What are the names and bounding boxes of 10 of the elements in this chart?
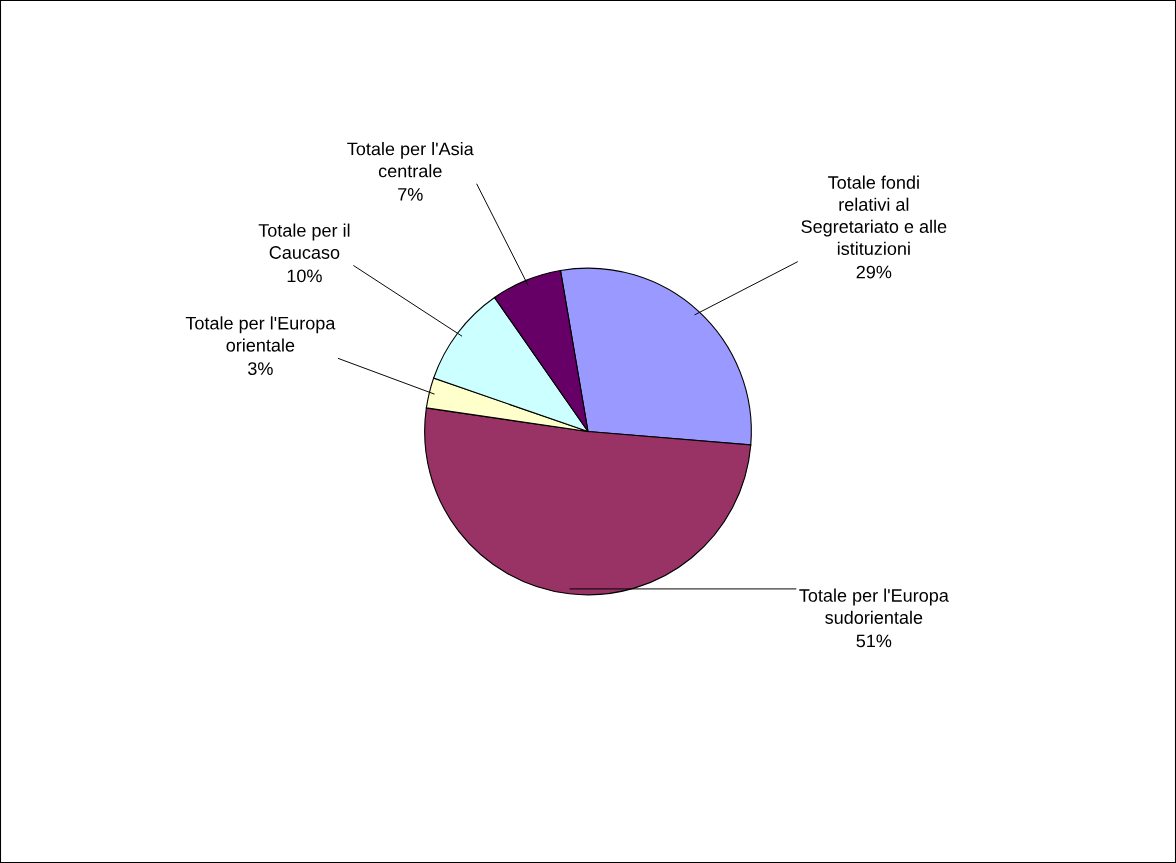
slice-label: Totale per l'Europa sudorientale bbox=[799, 588, 949, 624]
slice-label: Totale per l'Asia centrale bbox=[347, 142, 474, 178]
data-label: 51% bbox=[856, 634, 892, 648]
slice-label: Totale per il Caucaso bbox=[258, 223, 350, 259]
data-label: 10% bbox=[287, 269, 322, 283]
slice-label: Totale fondi relativi al Segretariato e alle istituzioni bbox=[801, 175, 947, 256]
data-label: 7% bbox=[398, 188, 423, 201]
slice-label: Totale per l'Europa orientale bbox=[185, 316, 336, 352]
data-label: 29% bbox=[856, 265, 892, 279]
data-label: 3% bbox=[248, 362, 273, 375]
